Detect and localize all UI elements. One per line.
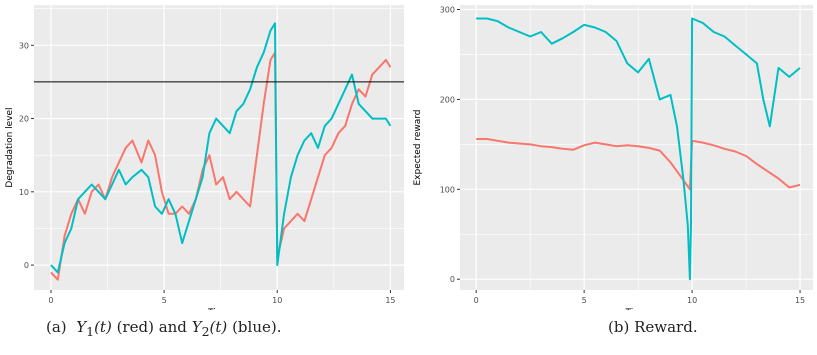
x-tick-label: 5	[162, 296, 167, 305]
caption-b-label: (b)	[608, 318, 630, 336]
degradation-chart: 0 5 10 15 0 10 20 30 Time Degradation level	[5, 5, 404, 310]
y-axis-label: Degradation level	[5, 107, 15, 187]
series-line-1	[476, 138, 801, 191]
y-tick-label: 0	[450, 275, 455, 284]
y-tick-label: 0	[24, 261, 29, 270]
caption-a-y1: Y	[76, 318, 87, 336]
series-line-2	[50, 22, 392, 274]
caption-b-text: Reward.	[634, 318, 698, 336]
series-line-1	[50, 51, 392, 281]
x-tick-label: 5	[582, 296, 587, 305]
caption-a-y1-color: (red) and	[116, 318, 187, 336]
caption-a-y2-sub: 2	[201, 324, 210, 339]
x-tick-label: 0	[48, 296, 53, 305]
caption-a-y1-sub: 1	[86, 324, 95, 339]
caption-b: (b) Reward.	[608, 318, 698, 336]
y-tick-label: 20	[19, 115, 29, 124]
plot-panel	[460, 5, 813, 290]
x-tick-label: 15	[385, 296, 395, 305]
x-axis-label: Time	[207, 308, 230, 310]
x-tick-label: 10	[272, 296, 282, 305]
caption-a-y2-color: (blue).	[232, 318, 282, 336]
x-tick-label: 10	[687, 296, 697, 305]
y-tick-label: 10	[19, 188, 29, 197]
plot-panel	[34, 5, 404, 290]
caption-a-y2-arg: (t)	[209, 318, 228, 336]
y-tick-label: 100	[440, 185, 455, 194]
caption-a-y2: Y	[191, 318, 202, 336]
series-line-2	[476, 17, 801, 281]
caption-a-y1-arg: (t)	[94, 318, 112, 336]
caption-a: (a) Y1(t) (red) and Y2(t) (blue).	[46, 318, 281, 339]
y-tick-label: 30	[19, 41, 29, 50]
y-axis-label: Expected reward	[413, 109, 423, 185]
reward-chart: 0 5 10 15 0 100 200 300 Time Expected reward	[413, 5, 813, 310]
y-tick-label: 200	[440, 95, 455, 104]
x-axis-label: Time	[624, 308, 647, 310]
x-tick-label: 0	[474, 296, 479, 305]
y-tick-label: 300	[440, 5, 455, 14]
x-tick-label: 15	[795, 296, 805, 305]
caption-a-label: (a)	[46, 318, 67, 336]
